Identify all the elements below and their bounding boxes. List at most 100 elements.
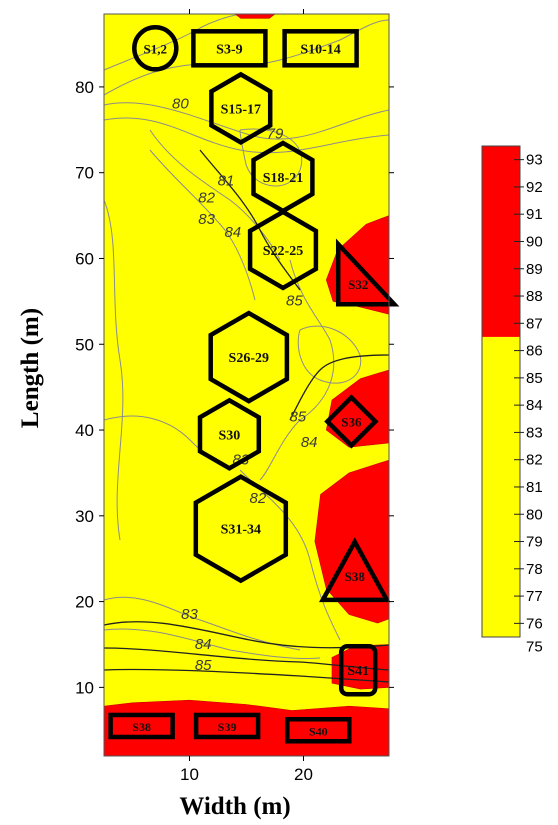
contour-line [149, 129, 281, 261]
zone-hexagon: S31-34 [193, 474, 289, 584]
contour-label: 82 [250, 490, 267, 507]
zone-hexagon [208, 310, 290, 404]
zone-label: S41 [347, 664, 369, 679]
zone-hexagon [247, 209, 319, 291]
zone-label: S38 [132, 720, 151, 734]
zone-label: S3-9 [216, 42, 242, 57]
contour-label: 85 [286, 293, 303, 310]
colorbar-border [481, 145, 521, 638]
zone-triangle [335, 238, 400, 307]
y-tick-label: 70 [75, 164, 94, 183]
zone-label: S22-25 [263, 244, 303, 259]
contour-label: 83 [198, 211, 215, 228]
hot-region-s36-region [325, 369, 389, 448]
contour-label: 84 [224, 224, 241, 241]
zone-label: S15-17 [221, 102, 261, 117]
sample-zones: S1,2 S3-9 S10-14 S15-17 S18-21 S22-25 S32 S26-2… [108, 25, 400, 744]
contour-line [104, 628, 321, 659]
colorbar-low [482, 336, 520, 637]
colorbar-label: 89 [526, 261, 543, 278]
contour-label: 84 [301, 434, 318, 451]
y-tick-label: 40 [75, 421, 94, 440]
contour-line [289, 354, 389, 421]
y-axis: 10 20 30 40 50 60 70 80 [75, 78, 394, 697]
colorbar-label: 93 [526, 152, 543, 169]
zone-rect [338, 643, 378, 697]
colorbar-label: 77 [526, 588, 543, 605]
colorbar-label: 78 [526, 561, 543, 578]
zone-label: S31-34 [221, 523, 261, 538]
contour-label: 79 [267, 125, 284, 142]
y-tick-label: 50 [75, 335, 94, 354]
zone-hexagon: S30 [197, 397, 262, 471]
zone-label: S30 [219, 428, 241, 443]
colorbar-label: 75 [526, 639, 543, 656]
contour-line [259, 259, 335, 481]
colorbar-label: 92 [526, 179, 543, 196]
x-axis: 10 20 [180, 9, 313, 784]
colorbar-label: 87 [526, 315, 543, 332]
contour-line [104, 647, 389, 671]
contour-label: 84 [195, 636, 212, 653]
zone-label: S1,2 [144, 41, 167, 56]
zone-hexagon [193, 474, 289, 584]
zone-hexagon [197, 397, 262, 471]
contour-line [104, 199, 124, 541]
contour-label: 80 [172, 95, 189, 112]
zone-rect [285, 717, 352, 744]
hot-region-top-edge [234, 14, 276, 19]
colorbar-label: 84 [526, 397, 543, 414]
x-tick-label: 20 [294, 765, 313, 784]
zone-label: S39 [218, 720, 237, 734]
colorbar-label: 80 [526, 506, 543, 523]
zone-label: S10-14 [300, 42, 340, 57]
zone-triangle: S32 [335, 238, 400, 307]
zone-circle: S1,2 [132, 25, 179, 72]
contour-line [104, 668, 389, 683]
zone-rect [108, 712, 175, 740]
zone-rectangle: S39 [193, 712, 261, 740]
y-tick-label: 60 [75, 249, 94, 268]
contour-line [104, 117, 389, 154]
contour-line [297, 325, 362, 384]
zone-rectangle: S38 [108, 712, 175, 740]
zone-rectangle: S40 [285, 717, 352, 744]
zone-label: S26-29 [229, 351, 269, 366]
zone-hexagon [209, 71, 273, 145]
zone-rectangle: S10-14 [282, 29, 359, 68]
contour-label: 85 [289, 408, 306, 425]
colorbar-high [482, 146, 520, 337]
plot-border [103, 13, 390, 757]
contour-line [199, 149, 301, 291]
zone-label: S18-21 [263, 171, 303, 186]
colorbar-label: 79 [526, 534, 543, 551]
zone-rectangle: S3-9 [191, 29, 268, 68]
zone-rectangle: S41 [338, 643, 378, 697]
colorbar-label: 90 [526, 233, 543, 250]
colorbar-label: 91 [526, 206, 543, 223]
zone-rect [191, 29, 268, 68]
zone-hexagon: S26-29 [208, 310, 290, 404]
colorbar-label: 88 [526, 288, 543, 305]
contour-label: 85 [195, 657, 212, 674]
contour-line [239, 469, 341, 641]
colorbar-label: 81 [526, 479, 543, 496]
y-axis-title: Length (m) [17, 308, 44, 428]
zone-diamond [324, 394, 379, 449]
colorbar-label: 82 [526, 452, 543, 469]
zone-triangle [318, 537, 391, 603]
zone-circle [132, 25, 179, 72]
x-axis-title: Width (m) [179, 793, 290, 820]
zone-label: S38 [345, 569, 366, 584]
zone-hexagon: S22-25 [247, 209, 319, 291]
zone-rect [282, 29, 359, 68]
contour-label: 83 [181, 606, 198, 623]
colorbar-label: 76 [526, 615, 543, 632]
threshold-contours [104, 149, 389, 683]
zone-triangle: S38 [318, 537, 391, 603]
contour-line [239, 128, 303, 187]
contour-line [104, 596, 301, 651]
zone-hexagon: S15-17 [209, 71, 273, 145]
